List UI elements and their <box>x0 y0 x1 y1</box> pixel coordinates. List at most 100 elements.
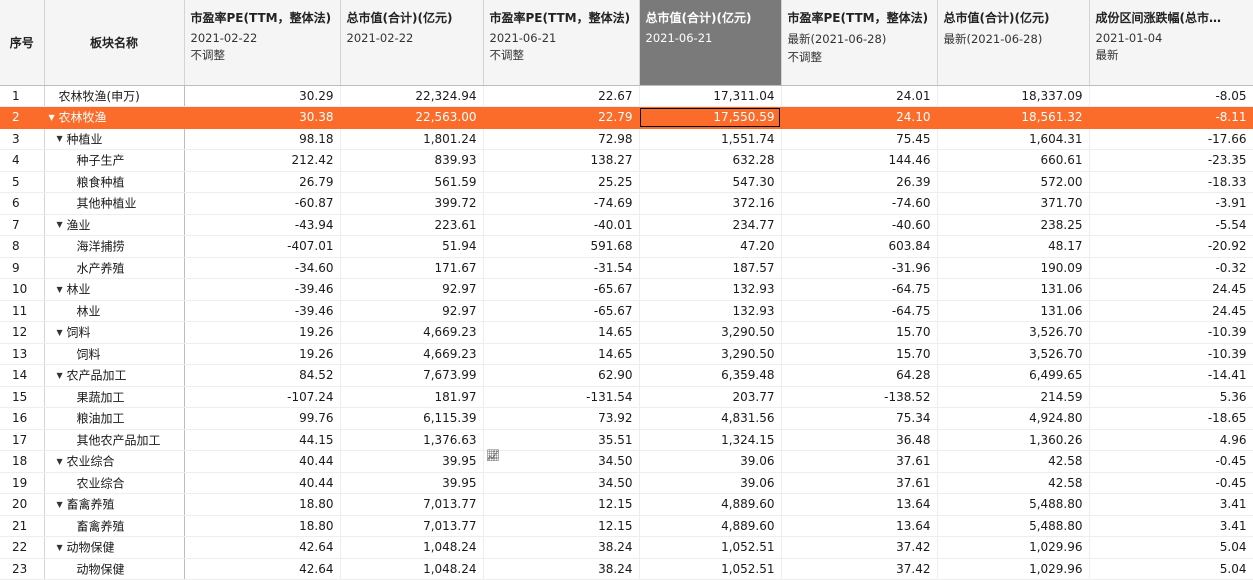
sector-name-cell[interactable]: 粮食种植 <box>44 171 185 193</box>
mktcap-0222-cell[interactable]: 4,669.23 <box>340 343 484 365</box>
change-pct-cell[interactable]: -0.45 <box>1089 472 1253 494</box>
mktcap-latest-cell[interactable]: 5,488.80 <box>937 515 1090 537</box>
mktcap-0222-cell[interactable]: 1,048.24 <box>340 536 484 559</box>
pe-latest-cell[interactable]: 15.70 <box>781 321 938 344</box>
mktcap-0222-cell[interactable]: 561.59 <box>340 171 484 193</box>
table-row[interactable]: 11 林业 -39.46 92.97 -65.67 132.93 -64.75 131.06 2… <box>0 300 1253 322</box>
mktcap-latest-cell[interactable]: 6,499.65 <box>937 364 1090 387</box>
pe-latest-cell[interactable]: 603.84 <box>781 235 938 258</box>
mktcap-0222-cell[interactable]: 39.95 <box>340 450 484 473</box>
pe-0621-cell[interactable]: -31.54 <box>483 257 640 279</box>
pe-latest-cell[interactable]: 26.39 <box>781 171 938 193</box>
mktcap-0621-cell[interactable]: 47.20 <box>639 235 782 258</box>
change-pct-cell[interactable]: 5.04 <box>1089 536 1253 559</box>
mktcap-0621-cell[interactable]: 187.57 <box>639 257 782 279</box>
column-header-pe-2021-06-21[interactable]: 市盈率PE(TTM，整体法) 2021-06-21 不调整 <box>483 0 640 86</box>
pe-0222-cell[interactable]: 42.64 <box>184 536 341 559</box>
mktcap-latest-cell[interactable]: 131.06 <box>937 300 1090 322</box>
mktcap-0222-cell[interactable]: 51.94 <box>340 235 484 258</box>
change-pct-cell[interactable]: -14.41 <box>1089 364 1253 387</box>
mktcap-0621-cell[interactable]: 3,290.50 <box>639 343 782 365</box>
table-row[interactable]: 4 种子生产 212.42 839.93 138.27 632.28 144.46 660.6… <box>0 149 1253 172</box>
sector-name-cell[interactable]: 粮油加工 <box>44 407 185 430</box>
pe-0222-cell[interactable]: 99.76 <box>184 407 341 430</box>
column-header-mktcap-latest[interactable]: 总市值(合计)(亿元) 最新(2021-06-28) <box>937 0 1090 86</box>
sector-name-cell[interactable]: ▼ 农林牧渔 <box>44 106 185 129</box>
mktcap-0222-cell[interactable]: 6,115.39 <box>340 407 484 430</box>
sector-name-cell[interactable]: ▼ 林业 <box>44 278 185 301</box>
triangle-down-icon[interactable]: ▼ <box>56 327 63 337</box>
mktcap-0621-cell[interactable]: 372.16 <box>639 192 782 215</box>
pe-latest-cell[interactable]: 13.64 <box>781 515 938 537</box>
pe-0222-cell[interactable]: 30.38 <box>184 106 341 129</box>
pe-latest-cell[interactable]: 24.10 <box>781 106 938 129</box>
change-pct-cell[interactable]: -8.11 <box>1089 106 1253 129</box>
table-row[interactable]: 10 ▼ 林业 -39.46 92.97 -65.67 132.93 -64.75 131.06… <box>0 278 1253 301</box>
mktcap-latest-cell[interactable]: 131.06 <box>937 278 1090 301</box>
change-pct-cell[interactable]: -0.45 <box>1089 450 1253 473</box>
sector-name-cell[interactable]: 林业 <box>44 300 185 322</box>
sector-name-cell[interactable]: 动物保健 <box>44 558 185 580</box>
sector-name-cell[interactable]: ▼ 饲料 <box>44 321 185 344</box>
mktcap-latest-cell[interactable]: 1,029.96 <box>937 536 1090 559</box>
mktcap-0222-cell[interactable]: 223.61 <box>340 214 484 236</box>
pe-latest-cell[interactable]: 36.48 <box>781 429 938 451</box>
triangle-down-icon[interactable]: ▼ <box>56 284 63 294</box>
chart-icon[interactable]: 📈︎ <box>486 449 500 462</box>
mktcap-0222-cell[interactable]: 171.67 <box>340 257 484 279</box>
mktcap-0621-cell[interactable]: 39.06 <box>639 450 782 473</box>
mktcap-0222-cell[interactable]: 7,013.77 <box>340 493 484 516</box>
pe-0621-cell[interactable]: 62.90 <box>483 364 640 387</box>
pe-latest-cell[interactable]: -31.96 <box>781 257 938 279</box>
pe-latest-cell[interactable]: -64.75 <box>781 300 938 322</box>
pe-0621-cell[interactable]: 138.27 <box>483 149 640 172</box>
sector-name-cell[interactable]: 其他种植业 <box>44 192 185 215</box>
pe-latest-cell[interactable]: -74.60 <box>781 192 938 215</box>
mktcap-0222-cell[interactable]: 1,801.24 <box>340 128 484 150</box>
table-row[interactable]: 22 ▼ 动物保健 42.64 1,048.24 38.24 1,052.51 37.42 1,… <box>0 536 1253 559</box>
pe-latest-cell[interactable]: 144.46 <box>781 149 938 172</box>
table-row[interactable]: 7 ▼ 渔业 -43.94 223.61 -40.01 234.77 -40.60 238.25… <box>0 214 1253 236</box>
sector-name-cell[interactable]: ▼ 农产品加工 <box>44 364 185 387</box>
mktcap-0621-cell[interactable]: 6,359.48 <box>639 364 782 387</box>
pe-latest-cell[interactable]: -40.60 <box>781 214 938 236</box>
pe-0222-cell[interactable]: 42.64 <box>184 558 341 580</box>
table-row[interactable]: 1 农林牧渔(申万) 30.29 22,324.94 22.67 17,311.04 24.… <box>0 85 1253 107</box>
mktcap-0621-cell[interactable]: 132.93 <box>639 278 782 301</box>
mktcap-latest-cell[interactable]: 371.70 <box>937 192 1090 215</box>
mktcap-latest-cell[interactable]: 1,029.96 <box>937 558 1090 580</box>
pe-latest-cell[interactable]: 37.42 <box>781 558 938 580</box>
change-pct-cell[interactable]: 24.45 <box>1089 278 1253 301</box>
sector-name-cell[interactable]: ▼ 农业综合 <box>44 450 185 473</box>
mktcap-0621-cell[interactable]: 632.28 <box>639 149 782 172</box>
mktcap-latest-cell[interactable]: 572.00 <box>937 171 1090 193</box>
mktcap-0621-cell[interactable]: 1,052.51 <box>639 536 782 559</box>
mktcap-0222-cell[interactable]: 399.72 <box>340 192 484 215</box>
pe-latest-cell[interactable]: 75.34 <box>781 407 938 430</box>
change-pct-cell[interactable]: 5.04 <box>1089 558 1253 580</box>
pe-0621-cell[interactable]: 14.65 <box>483 343 640 365</box>
pe-0621-cell[interactable]: -65.67 <box>483 278 640 301</box>
table-row[interactable]: 19 农业综合 40.44 39.95 34.50 39.06 37.61 42.58 -0.4… <box>0 472 1253 494</box>
sector-name-cell[interactable]: 农业综合 <box>44 472 185 494</box>
column-header-pe-2021-02-22[interactable]: 市盈率PE(TTM，整体法) 2021-02-22 不调整 <box>184 0 341 86</box>
sector-name-cell[interactable]: 畜禽养殖 <box>44 515 185 537</box>
pe-0222-cell[interactable]: -107.24 <box>184 386 341 408</box>
change-pct-cell[interactable]: -23.35 <box>1089 149 1253 172</box>
change-pct-cell[interactable]: 3.41 <box>1089 493 1253 516</box>
triangle-down-icon[interactable]: ▼ <box>56 370 63 380</box>
mktcap-0621-cell[interactable]: 4,889.60 <box>639 515 782 537</box>
mktcap-latest-cell[interactable]: 18,337.09 <box>937 85 1090 107</box>
mktcap-0222-cell[interactable]: 1,376.63 <box>340 429 484 451</box>
column-header-sector-name[interactable]: 板块名称 <box>44 0 185 86</box>
pe-0621-cell[interactable]: 22.67 <box>483 85 640 107</box>
mktcap-latest-cell[interactable]: 42.58 <box>937 472 1090 494</box>
pe-latest-cell[interactable]: 64.28 <box>781 364 938 387</box>
pe-0222-cell[interactable]: -39.46 <box>184 278 341 301</box>
triangle-down-icon[interactable]: ▼ <box>56 542 63 552</box>
table-row[interactable]: 9 水产养殖 -34.60 171.67 -31.54 187.57 -31.96 190.0… <box>0 257 1253 279</box>
mktcap-0621-cell[interactable]: 132.93 <box>639 300 782 322</box>
sector-name-cell[interactable]: ▼ 种植业 <box>44 128 185 150</box>
pe-0222-cell[interactable]: 212.42 <box>184 149 341 172</box>
table-row[interactable]: 3 ▼ 种植业 98.18 1,801.24 72.98 1,551.74 75.45 1,60… <box>0 128 1253 150</box>
